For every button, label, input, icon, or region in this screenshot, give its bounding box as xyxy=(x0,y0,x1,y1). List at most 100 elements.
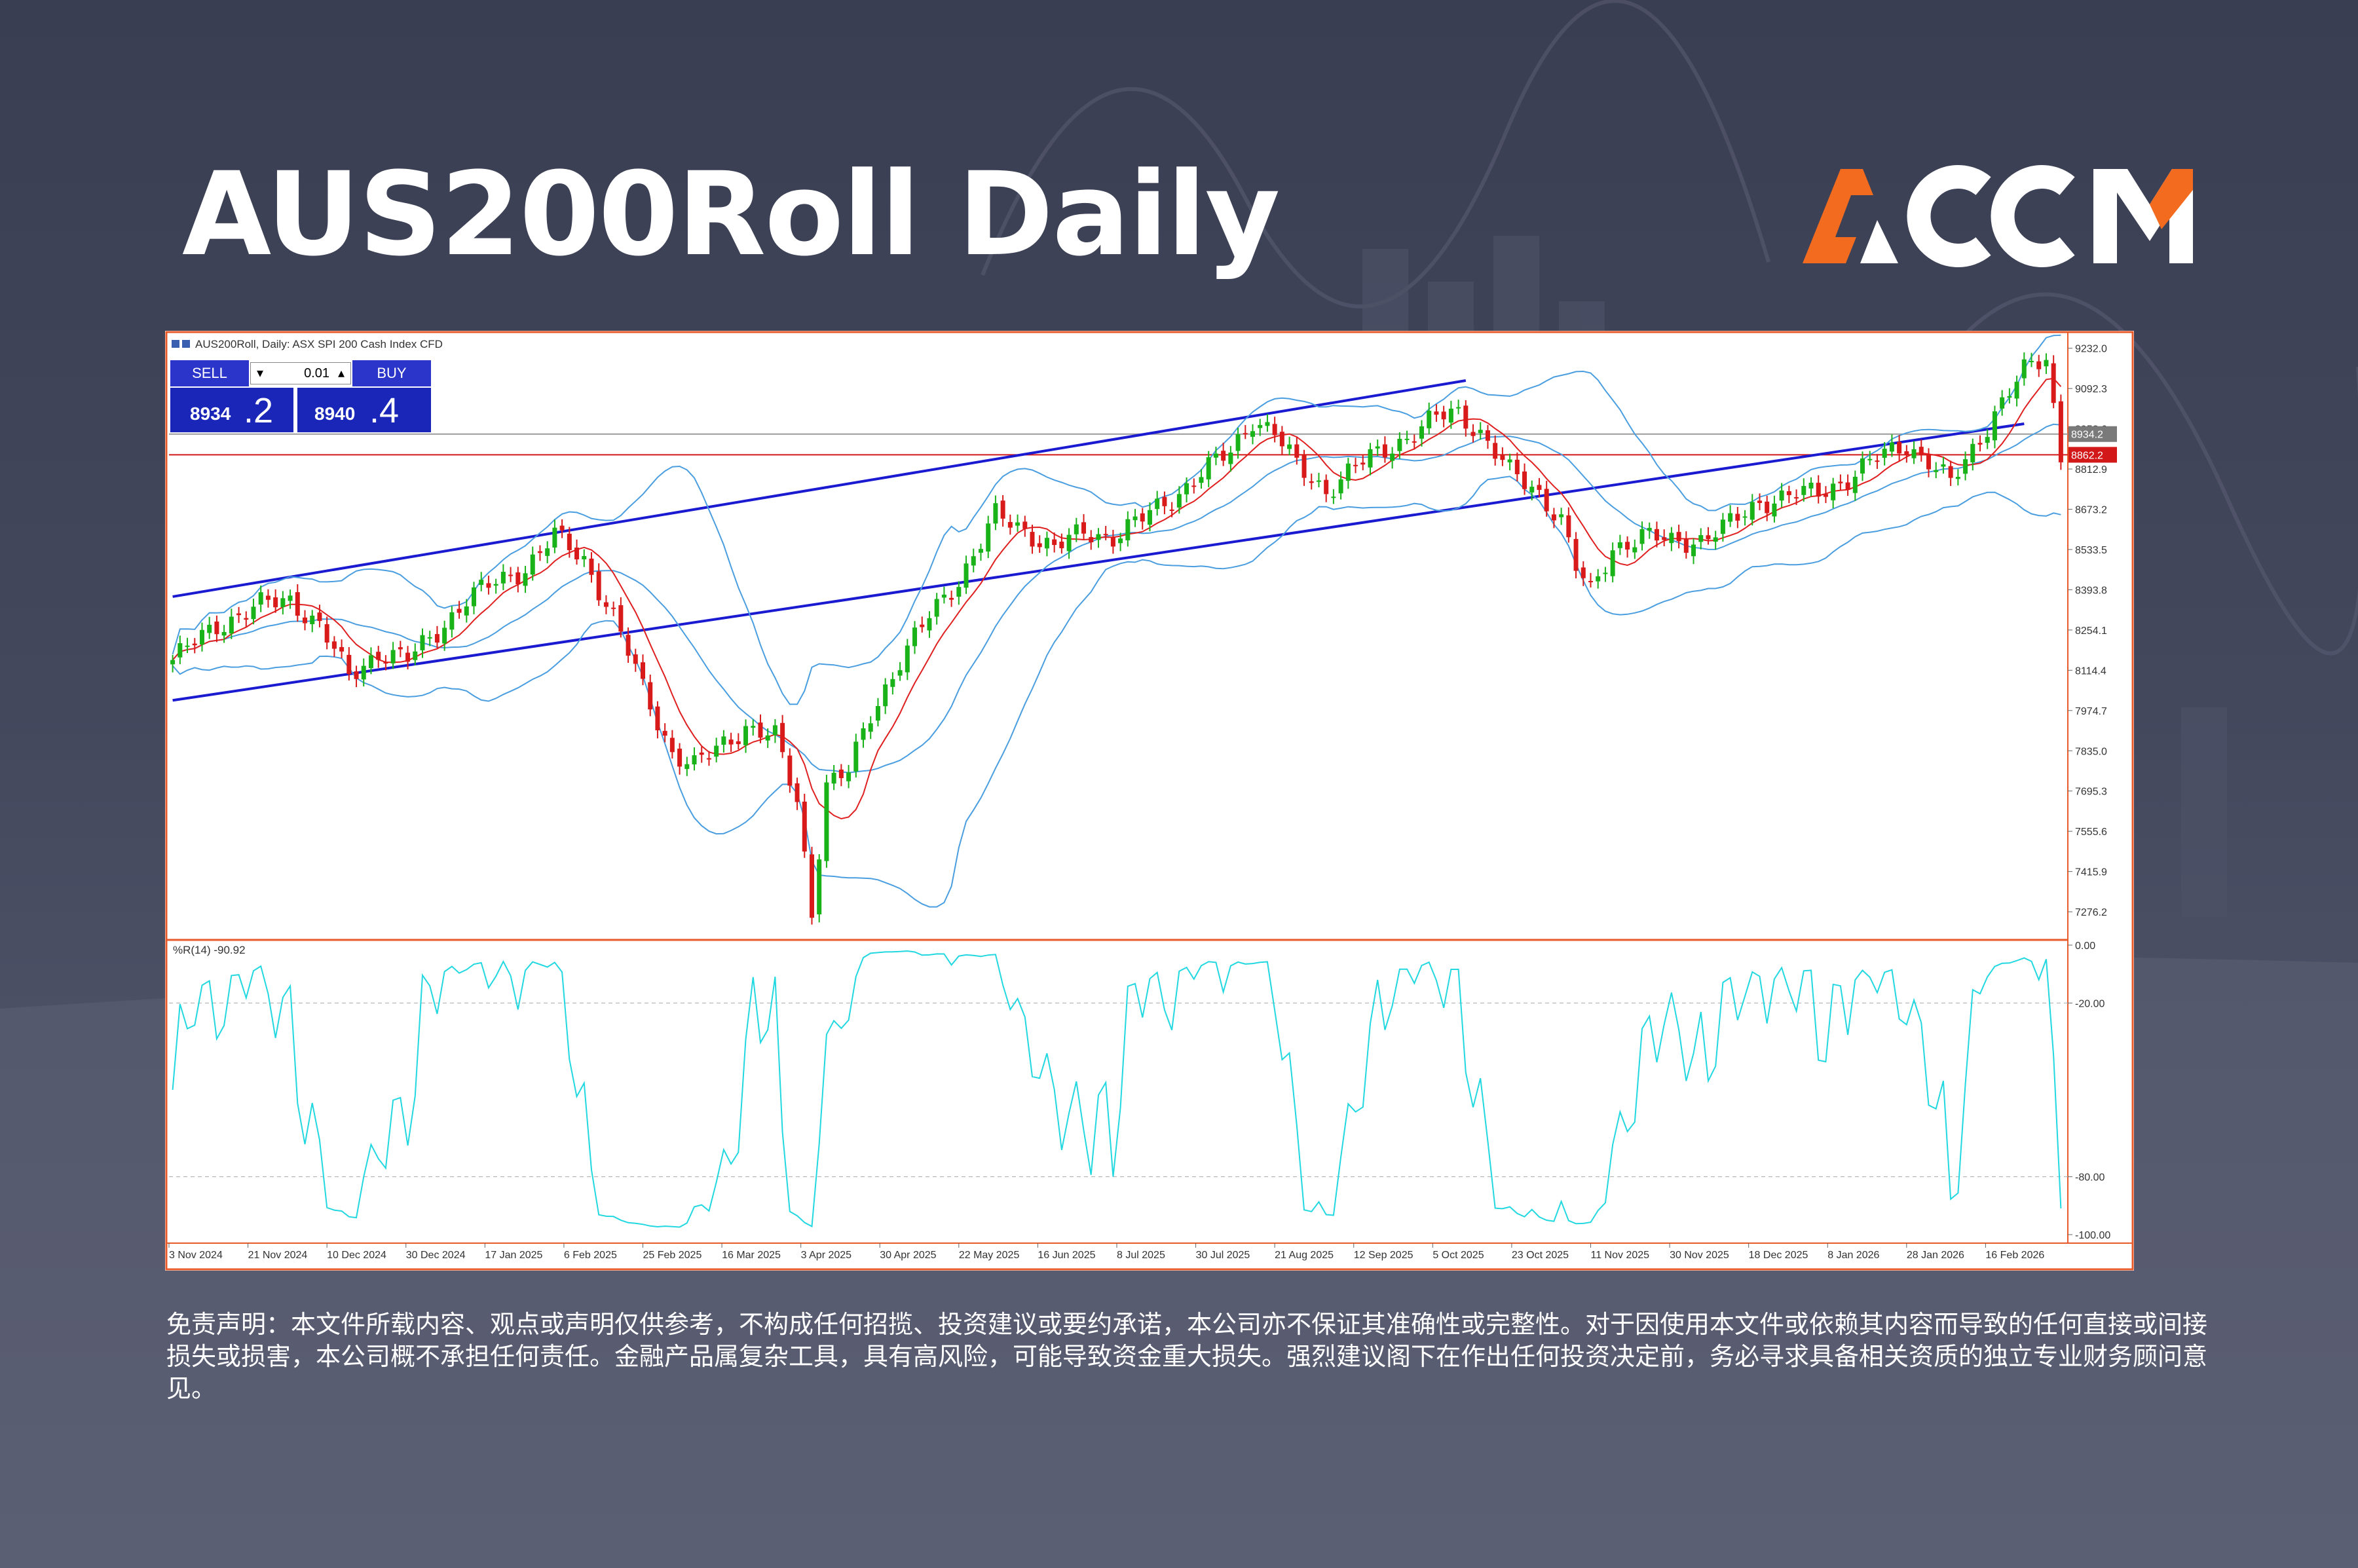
candle-body xyxy=(434,634,440,643)
candle-body xyxy=(2007,396,2012,398)
candle-body xyxy=(1235,434,1241,451)
candle-body xyxy=(1206,457,1211,479)
candle-body xyxy=(1000,500,1005,519)
candle-body xyxy=(273,597,278,608)
x-tick-label: 18 Dec 2025 xyxy=(1749,1250,1808,1261)
candle-body xyxy=(1639,529,1645,544)
candle-body xyxy=(1052,539,1057,546)
candle-body xyxy=(1199,477,1204,483)
candle-body xyxy=(795,783,800,802)
price-tick-label: 7974.7 xyxy=(2075,706,2107,717)
candle-body xyxy=(420,635,425,650)
candle-body xyxy=(1551,514,1556,521)
chevron-up-icon[interactable]: ▴ xyxy=(337,366,345,381)
bollinger-middle-band xyxy=(172,423,2061,774)
candle-body xyxy=(1955,477,1960,479)
candle-body xyxy=(390,650,396,663)
buy-price-big: 8940 xyxy=(314,403,356,424)
candle-body xyxy=(692,755,697,765)
candle-body xyxy=(331,641,337,649)
candle-body xyxy=(442,627,447,644)
candle-body xyxy=(1537,485,1542,490)
candle-body xyxy=(1757,500,1762,503)
candle-body xyxy=(1918,447,1924,455)
candle-body xyxy=(1838,481,1843,483)
candle-body xyxy=(1875,460,1880,462)
candle-body xyxy=(1882,449,1887,458)
candle-body xyxy=(464,606,469,616)
candle-body xyxy=(1147,510,1152,525)
candle-body xyxy=(1103,534,1108,536)
sell-button[interactable]: SELL xyxy=(170,360,249,386)
candle-body xyxy=(648,682,653,710)
candle-body xyxy=(1169,509,1174,511)
candle-body xyxy=(662,730,667,736)
candle-body xyxy=(1096,534,1101,540)
price-tick-label: 7415.9 xyxy=(2075,867,2107,878)
candle-body xyxy=(978,549,983,553)
candle-body xyxy=(1963,459,1968,474)
candle-body xyxy=(846,772,852,781)
buy-button[interactable]: BUY xyxy=(352,360,431,386)
wpr-tick-label: 0.00 xyxy=(2075,941,2095,952)
candle-body xyxy=(1860,458,1865,474)
candle-body xyxy=(1654,529,1659,541)
candle-body xyxy=(765,735,770,741)
lot-size-input[interactable]: ▾ 0.01 ▴ xyxy=(250,362,351,384)
x-tick-label: 16 Jun 2025 xyxy=(1038,1250,1095,1261)
candle-body xyxy=(1522,471,1527,489)
candle-body xyxy=(559,525,565,531)
candle-body xyxy=(1125,519,1131,540)
window-icons xyxy=(172,340,190,348)
candle-body xyxy=(310,615,315,625)
candle-body xyxy=(1669,532,1674,544)
candle-body xyxy=(479,580,484,586)
candle-body xyxy=(1897,441,1902,454)
candle-body xyxy=(1581,567,1586,578)
candle-body xyxy=(1427,410,1432,428)
candle-body xyxy=(1324,479,1329,495)
price-tick-label: 8812.9 xyxy=(2075,464,2107,476)
candle-body xyxy=(1889,442,1894,452)
candle-body xyxy=(1683,539,1689,553)
candle-body xyxy=(236,613,242,616)
sell-price-digits: .2 xyxy=(244,391,274,430)
candle-body xyxy=(1074,524,1079,534)
candle-body xyxy=(875,705,880,721)
candle-body xyxy=(714,745,719,757)
candle-body xyxy=(383,662,388,664)
bollinger-upper-band xyxy=(172,334,2061,705)
candle-body xyxy=(633,654,638,664)
candle-body xyxy=(405,652,411,662)
candle-body xyxy=(802,801,807,852)
sell-price-big: 8934 xyxy=(190,403,231,424)
candle-body xyxy=(1647,527,1652,531)
buy-price-button[interactable]: 8940 .4 xyxy=(297,388,431,432)
one-click-trade-panel: SELL ▾ 0.01 ▴ BUY 8934 .2 8940 .4 xyxy=(170,360,571,434)
candle-body xyxy=(706,758,711,760)
candle-body xyxy=(1081,522,1087,534)
candle-body xyxy=(1243,433,1248,435)
candle-body xyxy=(265,595,271,600)
candle-body xyxy=(589,558,594,575)
sell-price-button[interactable]: 8934 .2 xyxy=(170,388,293,432)
x-tick-label: 28 Jan 2026 xyxy=(1907,1250,1964,1261)
candle-body xyxy=(699,752,704,755)
candle-body xyxy=(1786,491,1791,495)
page-title: AUS200Roll Daily xyxy=(182,147,1280,282)
candle-body xyxy=(567,533,572,550)
candle-body xyxy=(655,706,660,731)
moving-average-line xyxy=(172,377,2062,820)
trend-channel-line xyxy=(172,379,1467,598)
buy-price-digits: .4 xyxy=(369,391,400,430)
candle-body xyxy=(993,503,998,524)
candle-body xyxy=(728,739,734,745)
chevron-down-icon[interactable]: ▾ xyxy=(256,366,264,381)
x-tick-label: 12 Sep 2025 xyxy=(1354,1250,1413,1261)
chart-panel: AUS200Roll, Daily: ASX SPI 200 Cash Inde… xyxy=(165,331,2134,1271)
candle-body xyxy=(192,643,197,646)
candle-body xyxy=(964,563,969,588)
red-level-badge xyxy=(2068,447,2117,463)
candle-body xyxy=(809,854,814,918)
candle-body xyxy=(920,624,925,627)
